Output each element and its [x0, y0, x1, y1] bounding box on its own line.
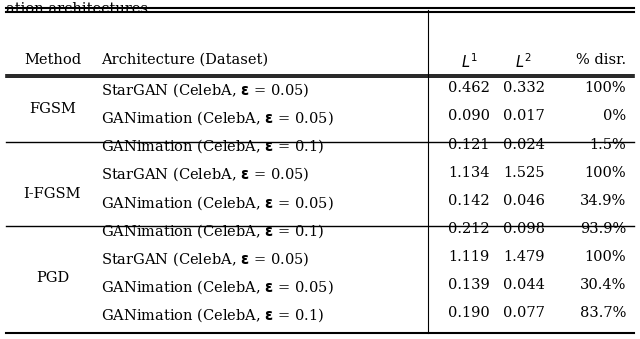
Text: 0.332: 0.332	[502, 81, 545, 95]
Text: 0.098: 0.098	[502, 222, 545, 236]
Text: Architecture (Dataset): Architecture (Dataset)	[101, 53, 268, 66]
Text: StarGAN (CelebA, $\boldsymbol{\varepsilon}$ = 0.05): StarGAN (CelebA, $\boldsymbol{\varepsilo…	[101, 81, 309, 99]
Text: 0.190: 0.190	[448, 306, 490, 320]
Text: GANimation (CelebA, $\boldsymbol{\varepsilon}$ = 0.05): GANimation (CelebA, $\boldsymbol{\vareps…	[101, 278, 334, 296]
Text: $L^2$: $L^2$	[515, 53, 532, 71]
Text: % disr.: % disr.	[576, 53, 626, 66]
Text: 1.134: 1.134	[449, 166, 490, 180]
Text: 0.139: 0.139	[448, 278, 490, 292]
Text: 93.9%: 93.9%	[580, 222, 626, 236]
Text: 0.142: 0.142	[448, 194, 490, 208]
Text: 0.462: 0.462	[448, 81, 490, 95]
Text: 0.090: 0.090	[448, 109, 490, 123]
Text: StarGAN (CelebA, $\boldsymbol{\varepsilon}$ = 0.05): StarGAN (CelebA, $\boldsymbol{\varepsilo…	[101, 166, 309, 183]
Text: 0.077: 0.077	[502, 306, 545, 320]
Text: StarGAN (CelebA, $\boldsymbol{\varepsilon}$ = 0.05): StarGAN (CelebA, $\boldsymbol{\varepsilo…	[101, 250, 309, 268]
Text: 0.121: 0.121	[449, 138, 490, 152]
Text: GANimation (CelebA, $\boldsymbol{\varepsilon}$ = 0.05): GANimation (CelebA, $\boldsymbol{\vareps…	[101, 194, 334, 212]
Text: 0.017: 0.017	[502, 109, 545, 123]
Text: 0.044: 0.044	[502, 278, 545, 292]
Text: 100%: 100%	[584, 81, 626, 95]
Text: Method: Method	[24, 53, 81, 66]
Text: PGD: PGD	[36, 271, 69, 285]
Text: 83.7%: 83.7%	[580, 306, 626, 320]
Text: GANimation (CelebA, $\boldsymbol{\varepsilon}$ = 0.1): GANimation (CelebA, $\boldsymbol{\vareps…	[101, 306, 324, 324]
Text: GANimation (CelebA, $\boldsymbol{\varepsilon}$ = 0.1): GANimation (CelebA, $\boldsymbol{\vareps…	[101, 138, 324, 155]
Text: 0.024: 0.024	[502, 138, 545, 152]
Text: ation architectures.: ation architectures.	[6, 2, 153, 16]
Text: I-FGSM: I-FGSM	[24, 187, 81, 201]
Text: $L^1$: $L^1$	[461, 53, 477, 71]
Text: 0%: 0%	[603, 109, 626, 123]
Text: 1.525: 1.525	[503, 166, 544, 180]
Text: 30.4%: 30.4%	[580, 278, 626, 292]
Text: 100%: 100%	[584, 250, 626, 264]
Text: 100%: 100%	[584, 166, 626, 180]
Text: 1.479: 1.479	[503, 250, 544, 264]
Text: GANimation (CelebA, $\boldsymbol{\varepsilon}$ = 0.05): GANimation (CelebA, $\boldsymbol{\vareps…	[101, 109, 334, 127]
Text: 0.046: 0.046	[502, 194, 545, 208]
Text: FGSM: FGSM	[29, 102, 76, 117]
Text: 1.5%: 1.5%	[589, 138, 626, 152]
Text: 1.119: 1.119	[449, 250, 490, 264]
Text: GANimation (CelebA, $\boldsymbol{\varepsilon}$ = 0.1): GANimation (CelebA, $\boldsymbol{\vareps…	[101, 222, 324, 240]
Text: 0.212: 0.212	[448, 222, 490, 236]
Text: 34.9%: 34.9%	[580, 194, 626, 208]
